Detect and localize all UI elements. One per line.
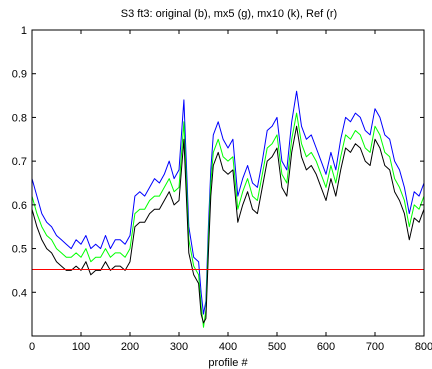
x-tick-label: 500 — [268, 341, 286, 353]
axes-frame — [31, 29, 425, 337]
series-line-0 — [31, 90, 425, 315]
axis-ticks: 0 100 200 300 400 500 600 700 800 0.4 0.5 0.6 0.7 0.8… — [12, 25, 432, 353]
chart-title: S3 ft3: original (b), mx5 (g), mx10 (k),… — [121, 8, 337, 20]
y-tick-label: 0.6 — [12, 200, 27, 212]
y-tick-label: 0.8 — [12, 112, 27, 124]
x-tick-label: 200 — [121, 341, 139, 353]
x-tick-label: 100 — [72, 341, 90, 353]
x-tick-label: 800 — [415, 341, 432, 353]
plot-lines — [31, 90, 425, 328]
y-tick-label: 0.4 — [12, 287, 27, 299]
y-tick-label: 0.7 — [12, 156, 27, 168]
x-tick-label: 700 — [366, 341, 384, 353]
x-tick-label: 0 — [29, 341, 35, 353]
y-tick-label: 0.5 — [12, 244, 27, 256]
x-axis-label: profile # — [208, 357, 248, 369]
x-tick-label: 600 — [317, 341, 335, 353]
series-line-1 — [31, 112, 425, 328]
series-line-2 — [31, 125, 425, 324]
x-tick-label: 400 — [219, 341, 237, 353]
y-tick-label: 1 — [21, 25, 27, 37]
x-tick-label: 300 — [170, 341, 188, 353]
y-tick-label: 0.9 — [12, 69, 27, 81]
